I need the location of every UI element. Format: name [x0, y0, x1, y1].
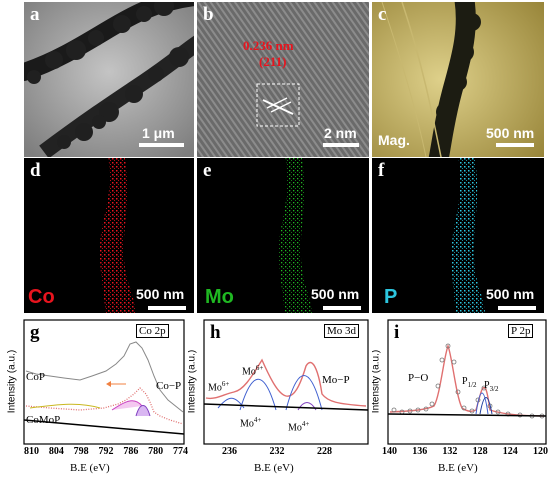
scale-label-f: 500 nm — [486, 286, 535, 302]
panel-label-i: i — [394, 322, 400, 343]
annotation-mo4-a: Mo4+ — [240, 416, 261, 429]
tick-label: 228 — [317, 446, 332, 457]
scale-label-a: 1 μm — [142, 125, 175, 141]
plot-title-h: Mo 3d — [324, 324, 360, 338]
annotation-sup: 4+ — [253, 416, 262, 424]
annotation-sub: 1/2 — [467, 381, 477, 389]
axis-xlabel-h: B.E (eV) — [254, 462, 294, 474]
axis-xlabel-i: B.E (eV) — [438, 462, 478, 474]
annotation-mo6-a: Mo6+ — [208, 380, 229, 393]
mag-micrograph-c — [372, 2, 544, 157]
annotation-text: Mo — [288, 422, 302, 434]
panel-label-e: e — [203, 160, 212, 181]
annotation-mo4-b: Mo4+ — [288, 420, 309, 433]
tick-label: 780 — [148, 446, 164, 457]
scale-bar-e — [323, 306, 361, 310]
annotation-p32: P3/2 — [484, 380, 499, 393]
element-label-mo: Mo — [205, 286, 234, 308]
panel-label-g: g — [30, 322, 40, 343]
tem-micrograph-a — [24, 2, 194, 157]
annotation-text: P — [484, 380, 490, 391]
annotation-mo-p: Mo−P — [322, 374, 350, 386]
tick-label: 232 — [269, 446, 285, 457]
axis-ylabel-h: Intensity (a.u.) — [188, 349, 198, 414]
tick-label: 810 — [24, 446, 39, 457]
annotation-sup: 6+ — [255, 364, 264, 372]
plane-label: (211) — [259, 54, 287, 69]
panel-label-h: h — [210, 322, 221, 343]
annotation-text: Mo — [208, 382, 222, 394]
annotation-mo6-b: Mo6+ — [242, 364, 263, 377]
annotation-co-p: Co−P — [156, 380, 182, 392]
lattice-fringes-b — [197, 2, 369, 157]
axis-xlabel-g: B.E (eV) — [70, 462, 110, 474]
scale-bar-b — [323, 143, 359, 147]
p-distribution — [451, 158, 486, 313]
tick-label: 128 — [472, 446, 488, 457]
annotation-sub: 3/2 — [489, 385, 499, 393]
annotation-p12: P1/2 — [462, 376, 477, 389]
element-label-p: P — [384, 286, 398, 308]
scale-label-e: 500 nm — [311, 286, 360, 302]
scale-label-c: 500 nm — [486, 125, 535, 141]
eds-map-p: f P 500 nm — [372, 158, 544, 313]
panel-label-f: f — [378, 160, 385, 181]
annotation-sup: 4+ — [301, 420, 310, 428]
annotation-text: Mo — [240, 418, 254, 430]
axis-ylabel-g: Intensity (a.u.) — [6, 349, 18, 414]
plot-title-i: P 2p — [508, 324, 534, 338]
annotation-text: Mo — [242, 366, 256, 378]
tick-label: 132 — [442, 446, 458, 457]
xps-axes-i — [387, 319, 547, 445]
mo-distribution — [278, 158, 313, 313]
tick-label: 804 — [48, 446, 64, 457]
xps-axes-h — [203, 319, 369, 445]
panel-label-b: b — [203, 4, 214, 25]
axis-ticks-g: 810 804 798 792 786 780 774 — [24, 446, 188, 457]
tick-label: 124 — [502, 446, 518, 457]
eds-map-mo: e Mo 500 nm — [197, 158, 369, 313]
tick-label: 786 — [123, 446, 139, 457]
axis-ticks-h: 236 232 228 — [222, 446, 332, 457]
scale-label-b: 2 nm — [324, 125, 357, 141]
tick-label: 792 — [98, 446, 114, 457]
tick-label: 798 — [73, 446, 89, 457]
plot-title-g: Co 2p — [136, 324, 169, 338]
mag-image-c: c Mag. 500 nm — [372, 2, 544, 157]
annotation-p-o: P−O — [408, 372, 429, 384]
tick-label: 774 — [172, 446, 188, 457]
axis-ticks-i: 140 136 132 128 124 120 — [382, 446, 548, 457]
mag-mode-label: Mag. — [378, 132, 410, 148]
annotation-text: P — [462, 376, 468, 387]
annotation-cop: CoP — [26, 371, 45, 383]
hrtem-image-b: b 0.236 nm (211) 2 nm — [197, 2, 369, 157]
scale-bar-f — [498, 306, 536, 310]
d-spacing-label: 0.236 nm — [243, 38, 294, 53]
annotation-sup: 6+ — [221, 380, 230, 388]
xps-plot-co2p: g Co 2p CoP CoMoP Co−P Intensity (a.u.) … — [0, 316, 188, 481]
scale-bar-c — [496, 143, 534, 147]
scale-label-d: 500 nm — [136, 286, 185, 302]
co-distribution — [99, 158, 136, 313]
xps-plot-mo3d: h Mo 3d Mo6+ Mo6+ Mo−P Mo4+ Mo4+ Intensi… — [188, 316, 372, 481]
xps-axes-g — [23, 319, 185, 445]
axis-ylabel-i: Intensity (a.u.) — [372, 349, 382, 414]
scale-bar-d — [148, 306, 186, 310]
panel-label-a: a — [30, 4, 40, 25]
scale-bar-a — [139, 143, 184, 147]
annotation-comop: CoMoP — [26, 414, 61, 426]
tick-label: 120 — [532, 446, 548, 457]
tem-image-a: a 1 μm — [24, 2, 194, 157]
tick-label: 140 — [382, 446, 397, 457]
eds-map-co: d Co 500 nm — [24, 158, 194, 313]
element-label-co: Co — [28, 286, 55, 308]
panel-label-d: d — [30, 160, 41, 181]
tick-label: 136 — [412, 446, 428, 457]
tick-label: 236 — [222, 446, 237, 457]
panel-label-c: c — [378, 4, 387, 25]
xps-plot-p2p: i P 2p P−O P1/2 P3/2 Intensity (a.u.) 14… — [372, 316, 550, 481]
